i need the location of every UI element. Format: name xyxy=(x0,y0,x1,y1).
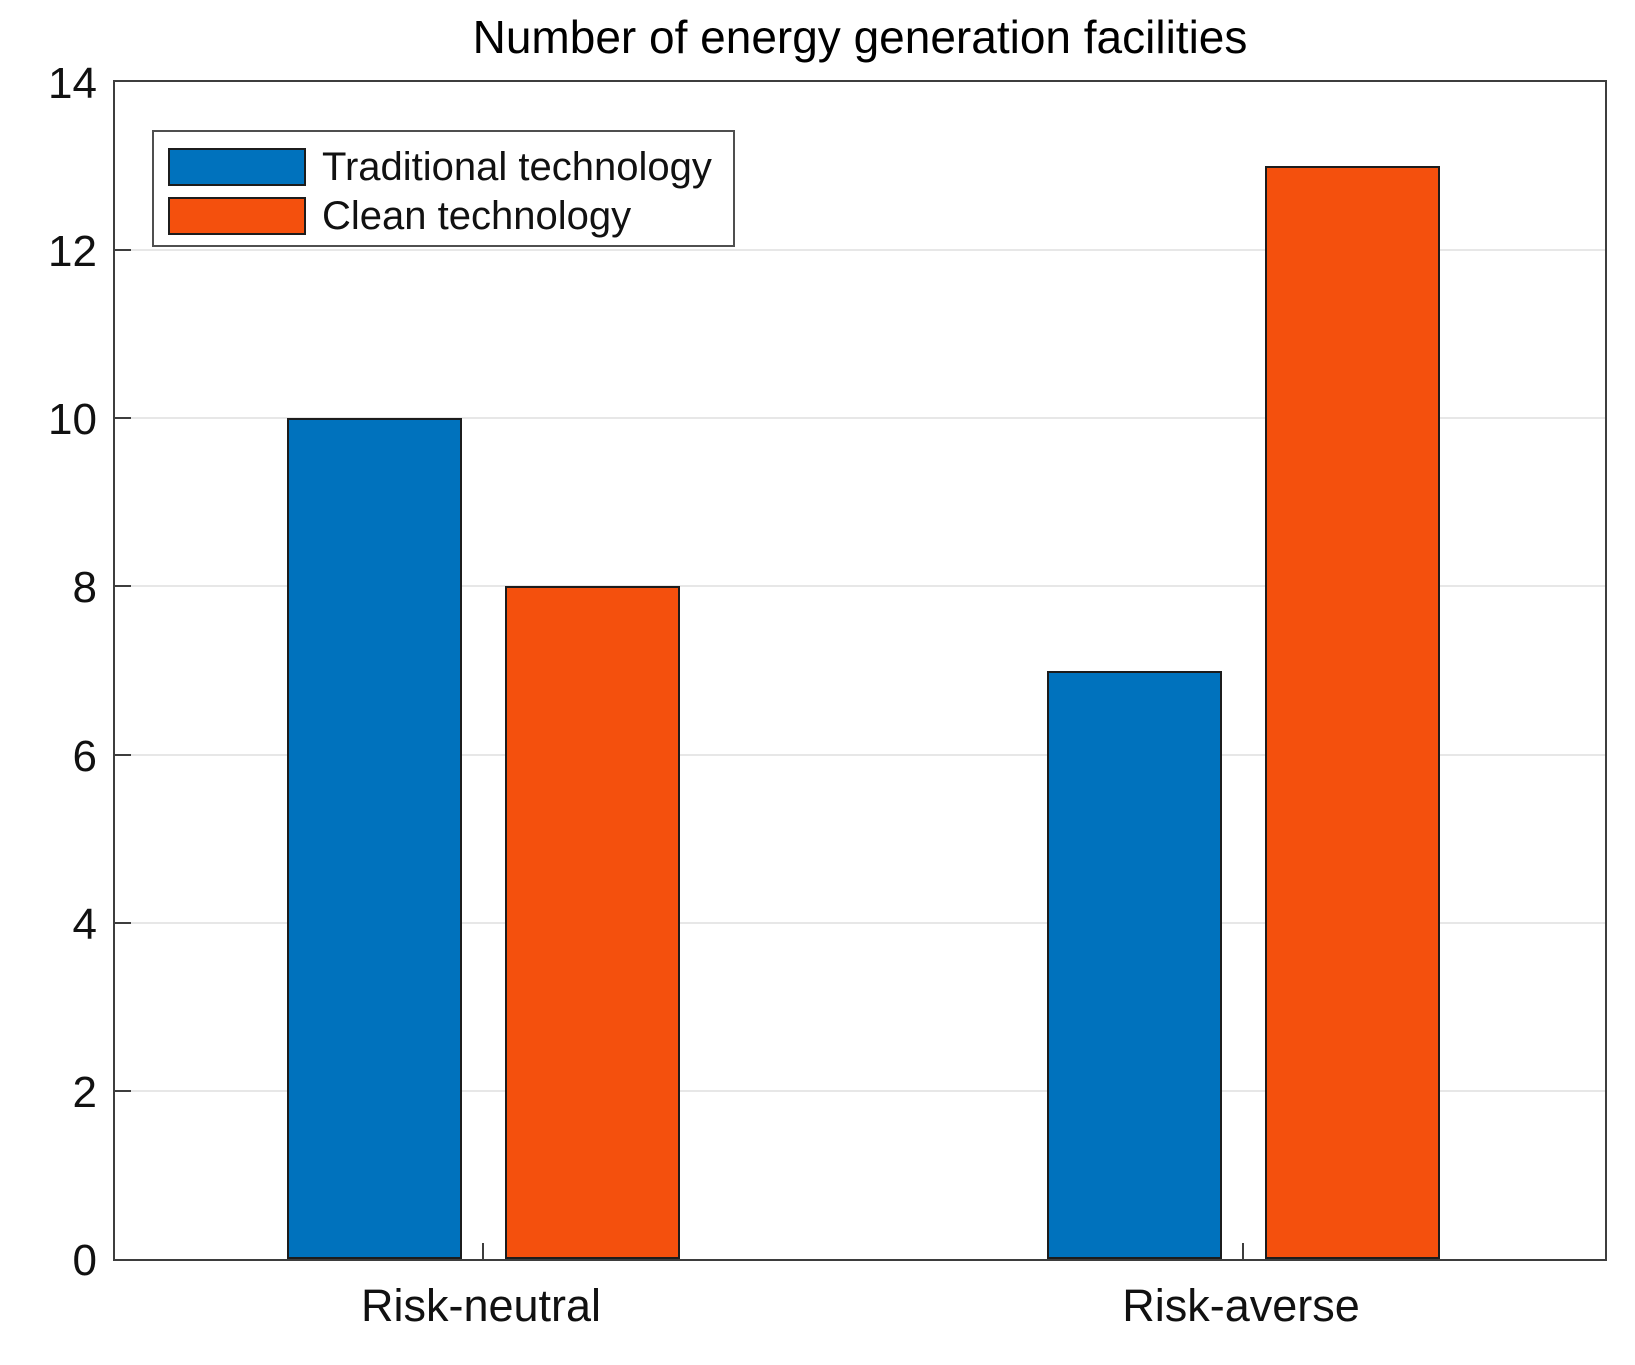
x-tick-mark-1 xyxy=(1242,1243,1244,1259)
gridline-y-10 xyxy=(115,417,1605,420)
y-tick-mark-8 xyxy=(115,585,131,588)
gridline-y-6 xyxy=(115,753,1605,756)
x-tick-mark-0 xyxy=(482,1243,484,1259)
y-tick-label-6: 6 xyxy=(72,731,97,781)
y-tick-mark-2 xyxy=(115,1089,131,1092)
x-tick-label-1: Risk-averse xyxy=(1122,1280,1360,1331)
legend: Traditional technology Clean technology xyxy=(152,130,735,247)
bar-clean-technology-1 xyxy=(1264,166,1440,1259)
legend-row-1: Clean technology xyxy=(168,191,733,240)
legend-row-0: Traditional technology xyxy=(168,142,733,191)
legend-label-0: Traditional technology xyxy=(322,144,712,189)
y-tick-mark-12 xyxy=(115,249,131,252)
legend-label-1: Clean technology xyxy=(322,193,632,238)
gridline-y-4 xyxy=(115,921,1605,924)
plot-area: Traditional technology Clean technology xyxy=(113,80,1607,1261)
y-tick-label-2: 2 xyxy=(72,1067,97,1117)
bar-traditional-technology-0 xyxy=(286,418,462,1259)
y-tick-mark-10 xyxy=(115,417,131,420)
y-tick-label-10: 10 xyxy=(48,395,97,445)
y-tick-mark-4 xyxy=(115,921,131,924)
y-tick-mark-6 xyxy=(115,753,131,756)
bar-clean-technology-0 xyxy=(504,586,680,1259)
y-tick-label-12: 12 xyxy=(48,227,97,277)
x-tick-label-0: Risk-neutral xyxy=(360,1280,602,1331)
y-tick-label-8: 8 xyxy=(72,563,97,613)
gridline-y-8 xyxy=(115,585,1605,588)
chart-title: Number of energy generation facilities xyxy=(472,11,1248,63)
y-tick-label-4: 4 xyxy=(72,899,97,949)
bar-traditional-technology-1 xyxy=(1046,670,1222,1259)
y-tick-label-14: 14 xyxy=(48,59,97,108)
gridline-y-12 xyxy=(115,249,1605,252)
legend-swatch-clean-technology xyxy=(168,196,306,235)
gridline-y-2 xyxy=(115,1089,1605,1092)
y-tick-label-0: 0 xyxy=(72,1236,97,1285)
legend-swatch-traditional-technology xyxy=(168,147,306,186)
